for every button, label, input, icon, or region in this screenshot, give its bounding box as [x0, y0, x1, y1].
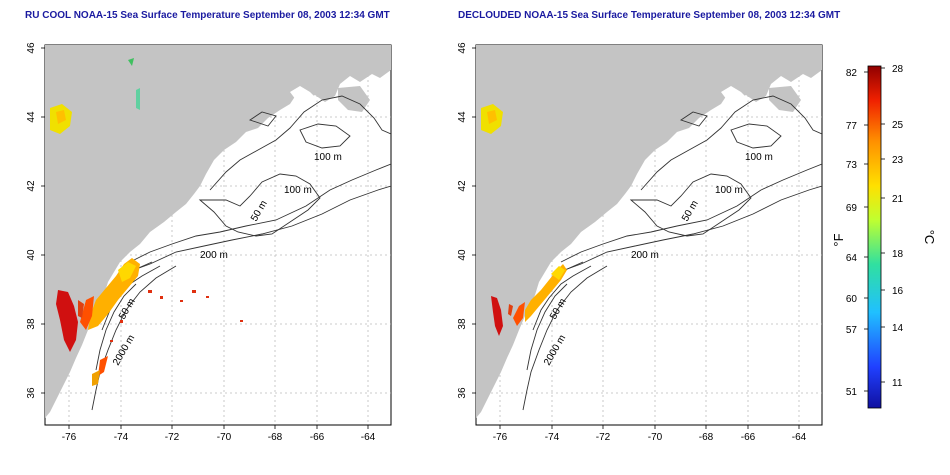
y-tick-label: 40	[457, 249, 468, 261]
fahrenheit-tick-label: 64	[846, 253, 858, 264]
x-tick-label: -70	[217, 432, 232, 443]
temperature-colorbar: 82 77 73 69 64 60 57 51 28 25 23 21 18 1…	[831, 64, 937, 409]
right-panel-title: DECLOUDED NOAA-15 Sea Surface Temperatur…	[458, 10, 841, 21]
contour-label: 100 m	[314, 152, 342, 163]
y-tick-label: 44	[457, 111, 468, 123]
x-tick-label: -72	[165, 432, 180, 443]
y-tick-label: 46	[26, 42, 37, 54]
fahrenheit-tick-label: 57	[846, 325, 858, 336]
celsius-tick-label: 23	[892, 155, 904, 166]
y-tick-label: 44	[26, 111, 37, 123]
celsius-tick-label: 18	[892, 249, 904, 260]
x-tick-label: -68	[268, 432, 283, 443]
land-mass	[45, 45, 391, 418]
y-tick-label: 36	[457, 387, 468, 399]
sst-patch-chesapeake	[56, 290, 78, 352]
x-tick-label: -66	[310, 432, 325, 443]
sst-patch-chesapeake	[491, 296, 503, 336]
left-panel-title: RU COOL NOAA-15 Sea Surface Temperature …	[25, 10, 390, 21]
fahrenheit-unit-label: °F	[831, 233, 846, 246]
land-mass	[476, 45, 822, 418]
fahrenheit-tick-label: 82	[846, 68, 858, 79]
x-tick-label: -66	[741, 432, 756, 443]
y-tick-label: 38	[26, 318, 37, 330]
celsius-unit-label: °C	[922, 230, 937, 245]
x-tick-label: -64	[361, 432, 376, 443]
celsius-tick-label: 28	[892, 64, 904, 75]
sst-patch-mid-atlantic	[525, 264, 567, 322]
x-tick-label: -68	[699, 432, 714, 443]
fahrenheit-tick-label: 60	[846, 294, 858, 305]
celsius-tick-label: 11	[892, 378, 903, 389]
contour-label: 100 m	[284, 185, 312, 196]
contour-label: 200 m	[631, 250, 659, 261]
x-tick-label: -70	[648, 432, 663, 443]
y-tick-label: 42	[457, 180, 468, 192]
y-tick-label: 42	[26, 180, 37, 192]
left-map-panel: 100 m 100 m 50 m 200 m 50 m 2000 m -76 -…	[26, 42, 392, 443]
right-map-panel: 100 m 100 m 50 m 200 m 50 m 2000 m -76 -…	[457, 42, 823, 443]
x-tick-label: -76	[62, 432, 77, 443]
contour-label: 100 m	[745, 152, 773, 163]
y-tick-label: 38	[457, 318, 468, 330]
celsius-tick-label: 21	[892, 194, 904, 205]
celsius-tick-label: 16	[892, 286, 904, 297]
x-tick-label: -76	[493, 432, 508, 443]
x-tick-label: -74	[545, 432, 560, 443]
contour-label: 100 m	[715, 185, 743, 196]
x-tick-label: -64	[792, 432, 807, 443]
contour-label: 200 m	[200, 250, 228, 261]
x-tick-label: -74	[114, 432, 129, 443]
fahrenheit-tick-label: 73	[846, 160, 858, 171]
fahrenheit-tick-label: 51	[846, 387, 858, 398]
celsius-tick-label: 14	[892, 323, 904, 334]
x-tick-label: -72	[596, 432, 611, 443]
y-tick-label: 40	[26, 249, 37, 261]
fahrenheit-tick-label: 69	[846, 203, 858, 214]
celsius-tick-label: 25	[892, 120, 904, 131]
y-tick-label: 46	[457, 42, 468, 54]
y-tick-label: 36	[26, 387, 37, 399]
fahrenheit-tick-label: 77	[846, 121, 858, 132]
